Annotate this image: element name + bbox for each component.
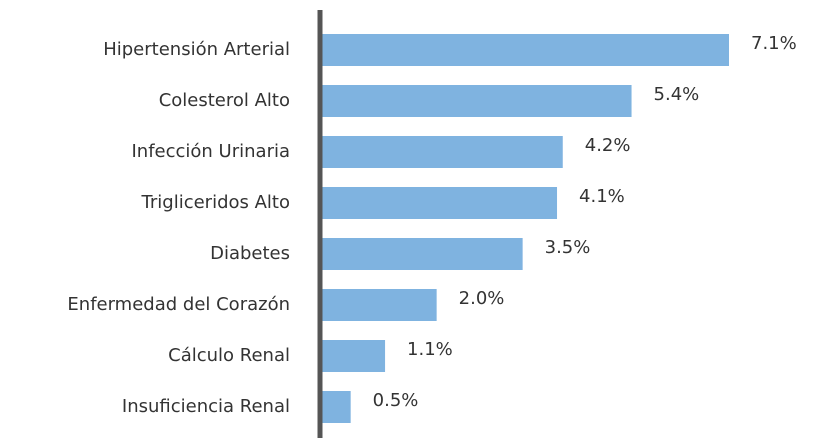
value-label: 4.2% (585, 135, 631, 156)
category-label: Colesterol Alto (159, 90, 290, 111)
bar (322, 34, 729, 66)
category-label: Infección Urinaria (131, 141, 290, 162)
category-label: Insuficiencia Renal (122, 396, 290, 417)
value-label: 3.5% (545, 237, 591, 258)
value-label: 0.5% (373, 390, 419, 411)
bar (322, 391, 351, 423)
value-label: 5.4% (654, 84, 700, 105)
value-label: 1.1% (407, 339, 453, 360)
value-label: 7.1% (751, 33, 797, 54)
category-label: Cálculo Renal (168, 345, 290, 366)
value-label: 4.1% (579, 186, 625, 207)
bar (322, 136, 563, 168)
bar (322, 85, 632, 117)
bar (322, 187, 558, 219)
value-label: 2.0% (459, 288, 505, 309)
category-label: Hipertensión Arterial (103, 39, 290, 60)
bar (322, 289, 437, 321)
category-label: Trigliceridos Alto (141, 192, 290, 213)
category-label: Enfermedad del Corazón (67, 294, 290, 315)
bar (322, 340, 386, 372)
category-label: Diabetes (210, 243, 290, 264)
bar (322, 238, 523, 270)
